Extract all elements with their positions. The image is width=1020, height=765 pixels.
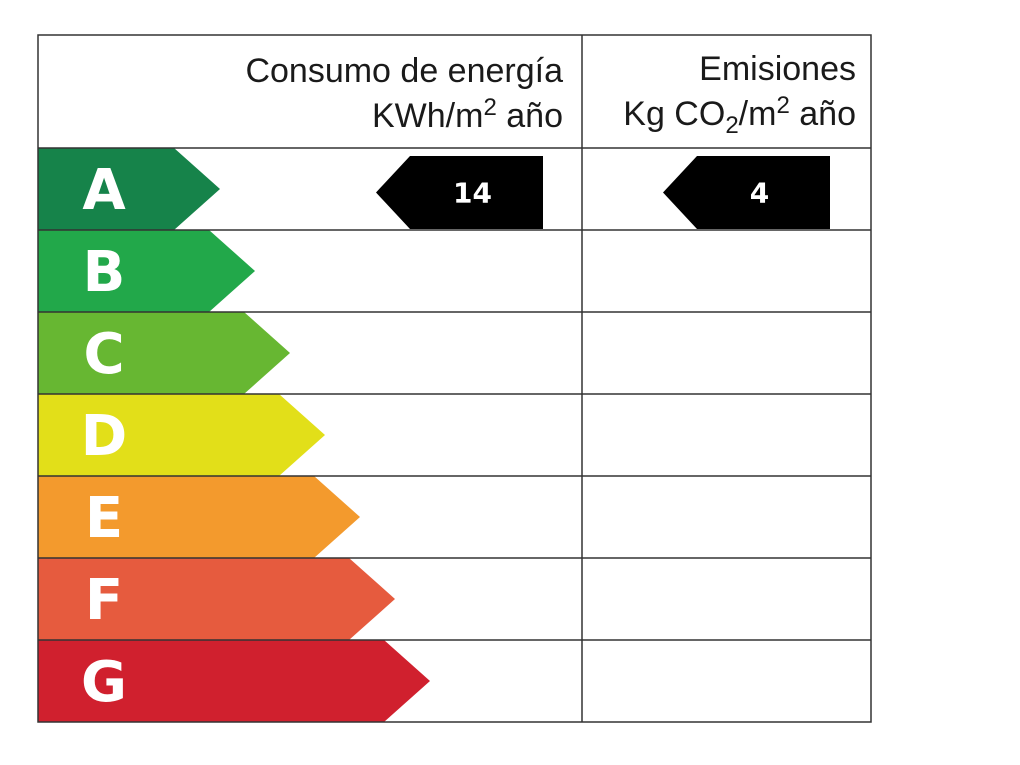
consumo-value: 14: [453, 177, 492, 210]
class-letter-g: G: [81, 650, 127, 715]
emisiones-indicator: [663, 156, 830, 229]
emisiones-unit-sub: 2: [725, 112, 738, 139]
consumo-title: Consumo de energía: [245, 52, 563, 90]
consumo-indicator: [376, 156, 543, 229]
consumo-unit-tail: año: [497, 97, 563, 135]
consumo-unit: KWh/m2 año: [372, 94, 563, 135]
class-letter-c: C: [83, 322, 124, 387]
class-letter-e: E: [85, 486, 123, 551]
emisiones-unit-b: /m: [739, 95, 777, 133]
class-arrow-e: [38, 476, 360, 558]
emisiones-unit: Kg CO2/m2 año: [623, 92, 856, 139]
emisiones-unit-a: Kg CO: [623, 95, 725, 133]
consumo-unit-sup: 2: [483, 94, 496, 121]
class-arrow-b: [38, 230, 255, 312]
table-border: [37, 34, 872, 723]
emisiones-value: 4: [750, 177, 769, 210]
class-letter-b: B: [83, 240, 126, 305]
class-arrow-g: [38, 640, 430, 722]
class-arrow-c: [38, 312, 290, 394]
class-arrow-f: [38, 558, 395, 640]
emisiones-unit-tail: año: [790, 95, 856, 133]
class-letter-f: F: [85, 568, 123, 633]
consumo-unit-main: KWh/m: [372, 97, 483, 135]
class-arrow-d: [38, 394, 325, 476]
class-letter-a: A: [82, 158, 126, 223]
class-letter-d: D: [81, 404, 127, 469]
emisiones-unit-sup: 2: [776, 92, 789, 119]
rating-indicators: 14 4: [376, 156, 830, 229]
table-grid: [37, 34, 872, 723]
class-arrow-a: [38, 148, 220, 230]
emisiones-title: Emisiones: [699, 50, 856, 88]
